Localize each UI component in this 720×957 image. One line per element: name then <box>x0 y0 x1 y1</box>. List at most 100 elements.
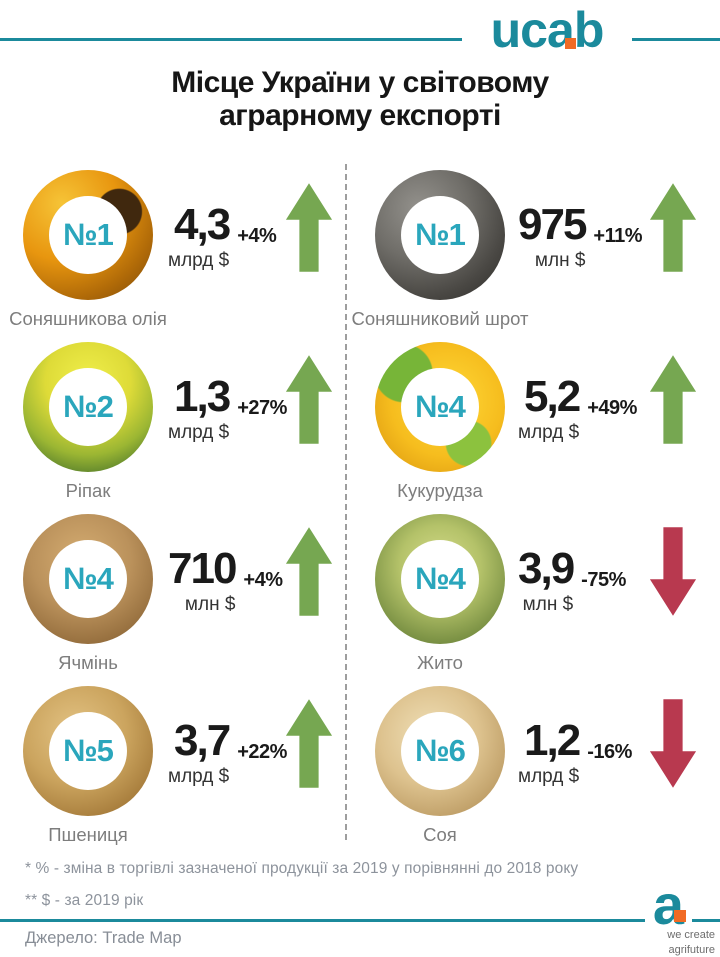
value-block: 3,7 млрд $ +22% <box>168 678 287 788</box>
source-caption: Джерело: Trade Map <box>25 929 182 947</box>
value-block: 5,2 млрд $ +49% <box>518 334 637 444</box>
product-name: Ячмінь <box>58 652 118 673</box>
top-divider-rule <box>0 38 720 41</box>
value-block: 1,2 млрд $ -16% <box>518 678 632 788</box>
product-card-sunflower-meal: №1 Соняшниковий шрот 975 млн $ +11% <box>346 162 720 334</box>
change-percent: +27% <box>237 397 287 419</box>
value-block: 3,9 млн $ -75% <box>518 506 626 616</box>
column-divider-dashed <box>345 164 347 840</box>
rank-badge: №1 <box>49 196 127 274</box>
product-name: Ріпак <box>65 480 111 501</box>
rank-label: №4 <box>415 389 466 424</box>
value-block: 710 млн $ +4% <box>168 506 283 616</box>
product-card-soy: №6 Соя 1,2 млрд $ -16% <box>346 678 720 850</box>
rank-badge: №4 <box>401 368 479 446</box>
rank-badge: №1 <box>401 196 479 274</box>
product-grid: №1 Соняшникова олія 4,3 млрд $ +4% №1 Со… <box>0 162 720 850</box>
product-name: Жито <box>417 652 463 673</box>
logo-letter-a: a <box>547 2 576 58</box>
export-value: 5,2 <box>524 372 581 421</box>
trend-arrow-icon <box>649 183 697 272</box>
change-percent: +4% <box>243 569 283 591</box>
change-percent: -75% <box>581 569 626 591</box>
page-title-line1: Місце України у світовому <box>171 66 549 99</box>
footnote-percent: * % - зміна в торгівлі зазначеної продук… <box>25 860 579 877</box>
product-name: Пшениця <box>48 824 128 845</box>
value-unit: млрд $ <box>168 249 230 271</box>
rank-badge: №4 <box>49 540 127 618</box>
product-photo: №1 <box>375 170 505 300</box>
agrifuture-logo: a <box>644 873 692 936</box>
rank-label: №4 <box>415 561 466 596</box>
product-photo: №1 <box>23 170 153 300</box>
tagline-line2: agrifuture <box>668 944 715 957</box>
ucab-logo: uca b <box>462 2 632 58</box>
export-value: 1,3 <box>174 372 231 421</box>
trend-arrow-icon <box>285 699 333 788</box>
rank-label: №6 <box>415 733 466 768</box>
rank-badge: №6 <box>401 712 479 790</box>
export-value: 710 <box>168 544 237 593</box>
export-value: 4,3 <box>174 200 231 249</box>
product-name: Соя <box>423 824 457 845</box>
change-percent: +22% <box>237 741 287 763</box>
rank-badge: №4 <box>401 540 479 618</box>
trend-arrow-icon <box>649 527 697 616</box>
export-value: 975 <box>518 200 587 249</box>
product-name: Соняшникова олія <box>9 308 167 329</box>
change-percent: +11% <box>593 225 643 247</box>
logo-text-pre: uc <box>490 2 548 58</box>
change-percent: -16% <box>587 741 632 763</box>
trend-arrow-icon <box>649 355 697 444</box>
change-percent: +49% <box>587 397 637 419</box>
value-unit: млрд $ <box>168 421 230 443</box>
value-unit: млн $ <box>522 593 574 615</box>
trend-arrow-icon <box>285 355 333 444</box>
logo-letter-a: a <box>652 873 686 936</box>
logo-text-post: b <box>573 2 605 58</box>
rank-label: №2 <box>63 389 114 424</box>
trend-arrow-icon <box>649 699 697 788</box>
export-value: 3,7 <box>174 716 231 765</box>
product-photo: №2 <box>23 342 153 472</box>
page-title-line2: аграрному експорті <box>219 99 501 132</box>
product-name: Кукурудза <box>397 480 483 501</box>
product-card-sunflower-oil: №1 Соняшникова олія 4,3 млрд $ +4% <box>0 162 346 334</box>
product-card-rapeseed: №2 Ріпак 1,3 млрд $ +27% <box>0 334 346 506</box>
logo-orange-dot-icon <box>674 910 686 922</box>
rank-badge: №5 <box>49 712 127 790</box>
product-photo: №5 <box>23 686 153 816</box>
value-unit: млн $ <box>534 249 586 271</box>
logo-orange-dot-icon <box>564 38 576 49</box>
product-photo: №4 <box>23 514 153 644</box>
rank-label: №1 <box>63 217 114 252</box>
product-photo: №6 <box>375 686 505 816</box>
value-block: 4,3 млрд $ +4% <box>168 162 277 272</box>
value-unit: млрд $ <box>518 421 580 443</box>
product-name: Соняшниковий шрот <box>351 308 529 329</box>
product-card-wheat: №5 Пшениця 3,7 млрд $ +22% <box>0 678 346 850</box>
value-unit: млрд $ <box>518 765 580 787</box>
rank-label: №4 <box>63 561 114 596</box>
bottom-divider-rule <box>0 919 720 922</box>
footnote-dollar: ** $ - за 2019 рік <box>25 892 144 909</box>
value-block: 975 млн $ +11% <box>518 162 643 272</box>
tagline-line1: we create <box>667 929 715 941</box>
product-photo: №4 <box>375 514 505 644</box>
product-photo: №4 <box>375 342 505 472</box>
product-card-barley: №4 Ячмінь 710 млн $ +4% <box>0 506 346 678</box>
trend-arrow-icon <box>285 183 333 272</box>
value-block: 1,3 млрд $ +27% <box>168 334 287 444</box>
rank-badge: №2 <box>49 368 127 446</box>
export-value: 3,9 <box>518 544 575 593</box>
product-card-corn: №4 Кукурудза 5,2 млрд $ +49% <box>346 334 720 506</box>
rank-label: №1 <box>415 217 466 252</box>
value-unit: млрд $ <box>168 765 230 787</box>
rank-label: №5 <box>63 733 114 768</box>
value-unit: млн $ <box>184 593 236 615</box>
page-title: Місце України у світовому аграрному експ… <box>0 66 720 132</box>
logo-tagline: we create agrifuture <box>667 928 715 957</box>
change-percent: +4% <box>237 225 277 247</box>
product-card-rye: №4 Жито 3,9 млн $ -75% <box>346 506 720 678</box>
